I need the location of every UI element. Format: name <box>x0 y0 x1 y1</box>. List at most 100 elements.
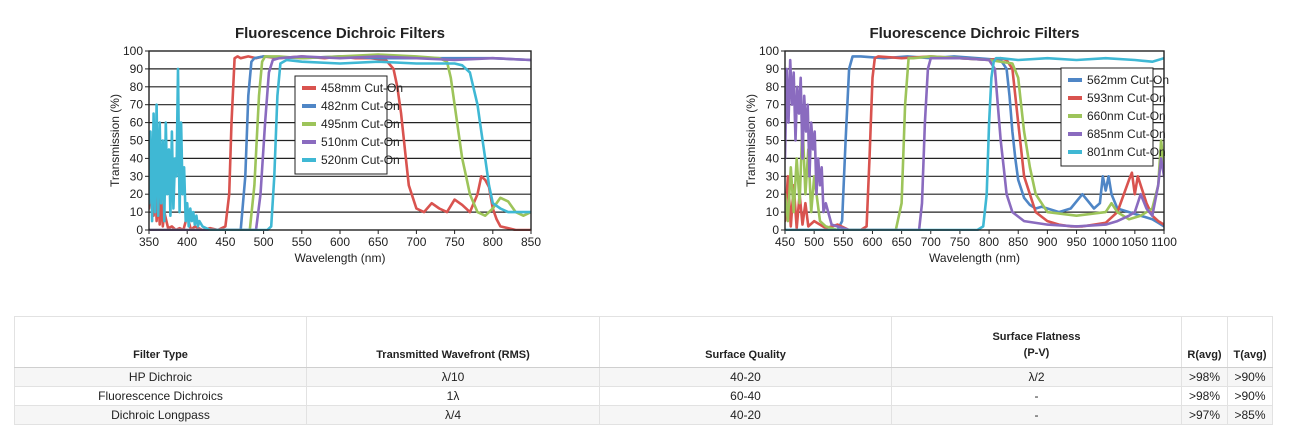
x-tick-label: 550 <box>292 235 312 249</box>
x-tick-label: 950 <box>1067 235 1087 249</box>
y-tick-label: 0 <box>136 223 143 237</box>
y-tick-label: 50 <box>130 134 144 148</box>
legend-label-0: 562mm Cut-On <box>1087 73 1169 87</box>
y-tick-label: 40 <box>766 151 780 165</box>
y-tick-label: 80 <box>130 80 144 94</box>
legend-label-0: 458mm Cut-On <box>321 81 403 95</box>
y-tick-label: 60 <box>766 116 780 130</box>
y-tick-label: 100 <box>759 44 779 58</box>
series-line-2 <box>785 55 1164 231</box>
y-axis-label: Transmission (%) <box>108 94 122 187</box>
series-line-0 <box>785 55 1164 231</box>
header-wavefront: Transmitted Wavefront (RMS) <box>306 316 600 368</box>
cell-filter-type: Fluorescence Dichroics <box>14 386 307 406</box>
legend-label-4: 801nm Cut-On <box>1087 145 1166 159</box>
x-tick-label: 600 <box>862 235 882 249</box>
cell-surface-quality: 40-20 <box>599 405 892 425</box>
y-tick-label: 60 <box>130 116 144 130</box>
y-tick-label: 70 <box>130 98 144 112</box>
x-tick-label: 650 <box>892 235 912 249</box>
x-tick-label: 450 <box>775 235 795 249</box>
cell-ravg: >97% <box>1181 405 1228 425</box>
cell-tavg: >90% <box>1227 367 1273 387</box>
y-tick-label: 20 <box>130 187 144 201</box>
y-tick-label: 40 <box>130 151 144 165</box>
plot-frame <box>784 50 1165 231</box>
cell-wavefront: λ/4 <box>306 405 600 425</box>
legend-label-1: 482nm Cut-On <box>321 99 400 113</box>
y-axis-label: Transmission (%) <box>744 94 758 187</box>
x-tick-label: 1050 <box>1121 235 1148 249</box>
x-tick-label: 900 <box>1037 235 1057 249</box>
cell-flatness: λ/2 <box>891 367 1182 387</box>
x-tick-label: 700 <box>406 235 426 249</box>
cell-surface-quality: 60-40 <box>599 386 892 406</box>
cell-filter-type: HP Dichroic <box>14 367 307 387</box>
x-axis-label: Wavelength (nm) <box>295 251 386 265</box>
legend-label-1: 593nm Cut-On <box>1087 91 1166 105</box>
cell-surface-quality: 40-20 <box>599 367 892 387</box>
chart-right-svg: Fluorescence Dichroic Filters 0 10 20 30 40 50… <box>744 25 1177 265</box>
header-surface-flatness: Surface Flatness (P-V) <box>891 316 1182 368</box>
x-tick-label: 800 <box>483 235 503 249</box>
x-tick-label: 850 <box>1008 235 1028 249</box>
series-line-4 <box>149 58 531 231</box>
cell-filter-type: Dichroic Longpass <box>14 405 307 425</box>
x-tick-label: 450 <box>215 235 235 249</box>
header-flatness-line2: (P-V) <box>1023 347 1050 359</box>
cell-flatness: - <box>891 405 1182 425</box>
cell-tavg: >90% <box>1227 386 1273 406</box>
header-filter-type: Filter Type <box>14 316 307 368</box>
x-tick-label: 850 <box>521 235 541 249</box>
header-flatness-line1: Surface Flatness <box>992 331 1081 343</box>
legend-label-3: 685nm Cut-On <box>1087 127 1166 141</box>
chart-left: Fluorescence Dichroic Filters 0 10 20 30 40 50… <box>0 0 640 280</box>
x-tick-label: 1100 <box>1151 235 1177 249</box>
y-tick-label: 0 <box>772 223 779 237</box>
y-tick-label: 80 <box>766 80 780 94</box>
y-tick-label: 70 <box>766 98 780 112</box>
x-tick-label: 750 <box>445 235 465 249</box>
x-tick-label: 500 <box>804 235 824 249</box>
plot-frame <box>148 50 532 231</box>
x-axis-label: Wavelength (nm) <box>929 251 1020 265</box>
spec-table: Filter Type Transmitted Wavefront (RMS) … <box>14 316 1273 425</box>
x-tick-label: 550 <box>833 235 853 249</box>
legend-label-2: 660nm Cut-On <box>1087 109 1166 123</box>
chart-right: Fluorescence Dichroic Filters 0 10 20 30 40 50… <box>640 0 1290 280</box>
y-tick-label: 30 <box>766 169 780 183</box>
y-tick-label: 10 <box>130 205 144 219</box>
table-row: HP Dichroic λ/10 40-20 λ/2 >98% >90% <box>14 367 1273 387</box>
x-tick-label: 1000 <box>1092 235 1119 249</box>
legend-label-2: 495nm Cut-On <box>321 117 400 131</box>
x-tick-label: 500 <box>254 235 274 249</box>
y-tick-label: 90 <box>130 62 144 76</box>
cell-tavg: >85% <box>1227 405 1273 425</box>
x-tick-label: 350 <box>139 235 159 249</box>
header-tavg: T(avg) <box>1227 316 1273 368</box>
cell-flatness: - <box>891 386 1182 406</box>
chart-title: Fluorescence Dichroic Filters <box>235 25 445 42</box>
x-tick-label: 600 <box>330 235 350 249</box>
cell-wavefront: λ/10 <box>306 367 600 387</box>
x-tick-label: 800 <box>979 235 999 249</box>
table-header-row: Filter Type Transmitted Wavefront (RMS) … <box>14 316 1273 368</box>
x-tick-label: 650 <box>368 235 388 249</box>
y-tick-label: 50 <box>766 134 780 148</box>
y-tick-label: 90 <box>766 62 780 76</box>
legend-label-3: 510nm Cut-On <box>321 135 400 149</box>
chart-left-svg: Fluorescence Dichroic Filters 0 10 20 30 40 50… <box>108 25 541 265</box>
cell-wavefront: 1λ <box>306 386 600 406</box>
x-tick-label: 400 <box>177 235 197 249</box>
table-row: Fluorescence Dichroics 1λ 60-40 - >98% >… <box>14 386 1273 406</box>
cell-ravg: >98% <box>1181 386 1228 406</box>
x-tick-label: 700 <box>921 235 941 249</box>
x-tick-label: 750 <box>950 235 970 249</box>
y-tick-label: 30 <box>130 169 144 183</box>
spec-table-container: Filter Type Transmitted Wavefront (RMS) … <box>14 316 1273 425</box>
legend-label-4: 520nm Cut-On <box>321 153 400 167</box>
header-ravg: R(avg) <box>1181 316 1228 368</box>
header-surface-quality: Surface Quality <box>599 316 892 368</box>
y-tick-label: 10 <box>766 205 780 219</box>
cell-ravg: >98% <box>1181 367 1228 387</box>
